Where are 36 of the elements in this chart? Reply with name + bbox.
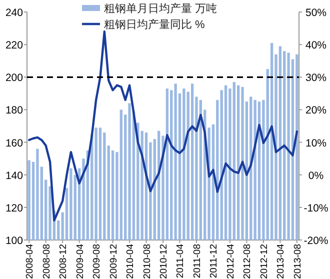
y-tick-label: 220: [5, 40, 24, 52]
legend-label: 粗钢单月日均产量 万吨: [104, 2, 218, 15]
x-tick-label: 2010-08: [142, 244, 153, 279]
y2-tick-label: 30%: [305, 72, 327, 84]
x-tick-label: 2008-08: [41, 244, 52, 279]
y-tick-label: 180: [5, 104, 24, 117]
y2-tick-label: 0%: [308, 170, 324, 182]
y-tick-label: 240: [5, 7, 24, 19]
y-tick-label: 200: [5, 72, 24, 84]
x-tick-label: 2011-08: [192, 244, 203, 278]
y2-tick-label: 10%: [305, 137, 327, 150]
y2-tick-label: -20%: [304, 235, 328, 247]
x-tick-label: 2013-04: [276, 244, 287, 279]
y2-tick-label: 40%: [305, 40, 327, 52]
x-tick-label: 2012-04: [225, 244, 236, 279]
x-tick-label: 2008-12: [58, 244, 70, 279]
x-tick-label: 2012-12: [258, 244, 270, 279]
x-tick-label: 2013-08: [292, 244, 304, 279]
x-tick-label: 2011-12: [208, 244, 220, 278]
x-tick-label: 2009-04: [74, 244, 86, 279]
x-tick-label: 2011-04: [175, 244, 186, 278]
x-tick-label: 2012-08: [242, 244, 254, 279]
x-tick-label: 2010-04: [125, 244, 136, 279]
legend-label: 粗钢日均产量同比 %: [104, 18, 206, 31]
x-tick-label: 2010-12: [158, 244, 170, 279]
y2-tick-label: 50%: [305, 7, 327, 19]
x-tick-label: 2009-08: [92, 244, 103, 279]
y-tick-label: 100: [5, 235, 24, 247]
y-tick-label: 160: [5, 137, 24, 150]
y2-tick-label: 20%: [305, 104, 327, 117]
y-tick-label: 140: [5, 170, 24, 182]
line-series: [28, 30, 298, 222]
y2-tick-label: -10%: [304, 202, 328, 214]
y-tick-label: 120: [5, 202, 24, 214]
x-tick-label: 2009-12: [108, 244, 120, 279]
x-tick-label: 2008-04: [24, 244, 36, 279]
